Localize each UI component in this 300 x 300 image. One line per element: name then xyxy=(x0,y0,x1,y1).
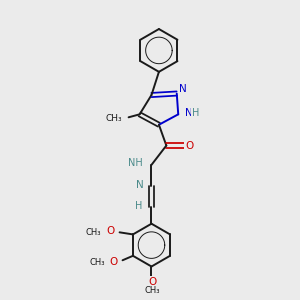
Text: NH: NH xyxy=(128,158,142,168)
Text: CH₃: CH₃ xyxy=(89,258,105,267)
Text: O: O xyxy=(185,140,194,151)
Text: N: N xyxy=(136,180,144,190)
Text: CH₃: CH₃ xyxy=(86,227,101,236)
Text: N: N xyxy=(185,108,193,118)
Text: CH₃: CH₃ xyxy=(105,114,122,123)
Text: O: O xyxy=(148,277,156,287)
Text: O: O xyxy=(106,226,114,236)
Text: H: H xyxy=(135,202,142,212)
Text: H: H xyxy=(192,108,200,118)
Text: O: O xyxy=(110,257,118,267)
Text: N: N xyxy=(179,84,187,94)
Text: CH₃: CH₃ xyxy=(145,286,160,295)
